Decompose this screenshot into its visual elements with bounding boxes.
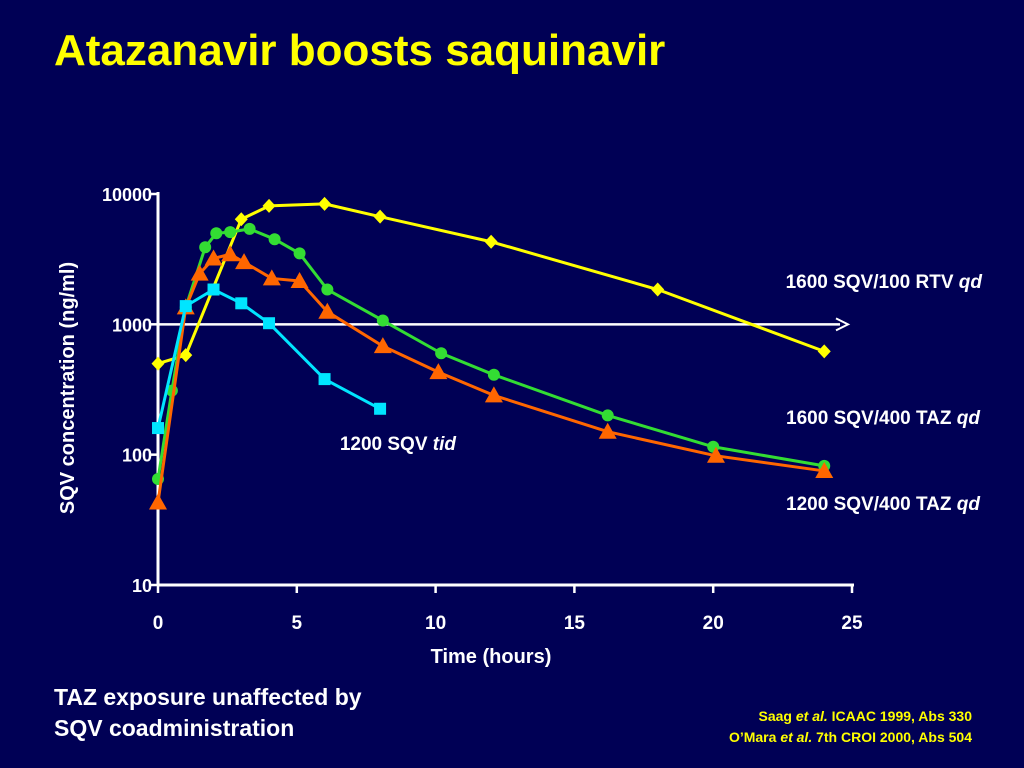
x-tick-label: 5 (292, 613, 303, 634)
citation-1-author: Saag (758, 708, 792, 724)
data-point-triangle (221, 245, 240, 262)
data-point-square (318, 373, 331, 386)
series-2 (149, 245, 834, 510)
data-point-square (374, 402, 387, 415)
chart-gridlines (158, 317, 851, 332)
y-tick-label: 10 (132, 576, 152, 596)
series-3 (152, 283, 387, 435)
x-tick-label: 25 (841, 613, 863, 634)
data-point-circle (321, 283, 334, 296)
footer-note: TAZ exposure unaffected by SQV coadminis… (54, 682, 362, 744)
footer-line-1: TAZ exposure unaffected by (54, 684, 362, 710)
series-label-dosing: qd (959, 272, 983, 293)
x-tick-label: 15 (564, 613, 586, 634)
data-point-square (207, 283, 220, 296)
data-point-square (263, 317, 276, 330)
data-point-triangle (149, 493, 167, 510)
x-tick-label: 20 (703, 613, 724, 634)
chart-axes (150, 192, 854, 593)
data-point-circle (487, 368, 500, 381)
reference-line-arrowhead (835, 317, 851, 332)
data-point-diamond (151, 356, 165, 371)
data-point-triangle (484, 386, 503, 403)
data-point-triangle (706, 446, 725, 463)
citation-2-author: O’Mara (728, 729, 777, 745)
data-point-circle (224, 226, 237, 239)
data-point-square (152, 422, 164, 435)
data-point-triangle (598, 422, 617, 439)
data-point-circle (601, 409, 614, 422)
data-point-diamond (234, 212, 248, 227)
data-point-triangle (290, 272, 309, 289)
data-point-diamond (262, 198, 276, 213)
series-label-name: 1200 SQV/400 TAZ (786, 494, 957, 515)
data-point-circle (243, 222, 256, 235)
citation-1-source: ICAAC 1999, Abs 330 (831, 708, 972, 724)
series-label-2: 1200 SQV/400 TAZ qd (786, 494, 980, 515)
series-line (157, 202, 825, 366)
footer-line-2: SQV coadministration (54, 715, 295, 741)
data-point-triangle (318, 302, 337, 319)
data-point-circle (376, 314, 389, 327)
data-point-diamond (373, 209, 387, 224)
data-point-diamond (318, 196, 332, 211)
y-tick-label: 10000 (102, 185, 152, 205)
citation-1-etal: et al. (795, 708, 828, 724)
data-point-square (179, 300, 192, 313)
data-point-diamond (817, 344, 831, 359)
data-point-square (235, 297, 248, 310)
citation-2: O’Mara et al. 7th CROI 2000, Abs 504 (729, 729, 972, 745)
data-point-triangle (815, 461, 834, 478)
data-point-triangle (235, 253, 254, 270)
slide-title: Atazanavir boosts saquinavir (54, 26, 666, 75)
data-point-triangle (429, 363, 448, 380)
chart-labels: 10 100 1000 10000 0 5 10 15 20 25 Time (hours) SQV … (57, 185, 982, 668)
x-tick-label: 0 (153, 613, 164, 634)
x-tick-label: 10 (425, 613, 446, 634)
citation-2-source: 7th CROI 2000, Abs 504 (816, 729, 972, 745)
series-label-3: 1200 SQV tid (340, 434, 457, 455)
data-point-circle (268, 233, 281, 246)
y-tick-label: 100 (122, 446, 152, 466)
chart-series (149, 196, 834, 510)
data-point-triangle (373, 337, 392, 354)
series-line (156, 227, 825, 480)
series-label-1: 1600 SQV/400 TAZ qd (786, 408, 980, 429)
citation-1: Saag et al. ICAAC 1999, Abs 330 (759, 708, 972, 724)
series-1 (152, 222, 831, 486)
data-point-diamond (651, 282, 665, 297)
y-tick-label: 1000 (112, 315, 152, 335)
y-axis-label: SQV concentration (ng/ml) (57, 262, 79, 514)
series-label-name: 1600 SQV/100 RTV (786, 272, 959, 293)
series-label-0: 1600 SQV/100 RTV qd (786, 272, 983, 293)
data-point-diamond (179, 348, 193, 363)
series-0 (151, 196, 831, 371)
data-point-triangle (190, 264, 209, 281)
data-point-circle (199, 241, 212, 254)
x-axis-label: Time (hours) (431, 646, 552, 668)
data-point-diamond (484, 234, 498, 249)
data-point-circle (210, 227, 223, 240)
citation-2-etal: et al. (780, 729, 813, 745)
series-label-name: 1200 SQV (340, 434, 433, 455)
data-point-circle (293, 247, 306, 260)
series-label-name: 1600 SQV/400 TAZ (786, 408, 957, 429)
data-point-circle (435, 347, 448, 360)
series-label-dosing: qd (957, 494, 981, 515)
data-point-triangle (262, 269, 281, 286)
series-label-dosing: tid (433, 434, 457, 455)
data-point-triangle (204, 249, 223, 266)
series-label-dosing: qd (957, 408, 981, 429)
